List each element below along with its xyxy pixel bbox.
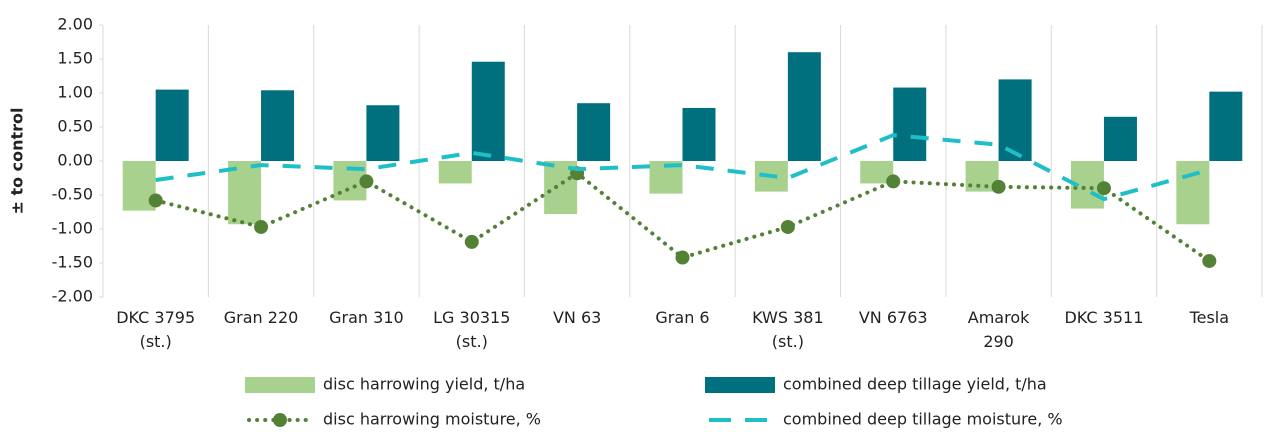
marker	[464, 234, 479, 249]
bar	[682, 107, 716, 161]
marker	[991, 179, 1006, 194]
x-tick-label: Amarok 290	[968, 308, 1030, 351]
bar	[998, 79, 1032, 161]
y-tick-label: 0.00	[57, 151, 93, 170]
bar	[471, 61, 505, 161]
bar	[577, 103, 611, 161]
bar	[438, 161, 472, 184]
bar	[366, 105, 400, 161]
x-tick-label: Gran 6	[655, 308, 709, 327]
legend-label: disc harrowing moisture, %	[323, 410, 541, 429]
legend-label: combined deep tillage yield, t/ha	[783, 375, 1047, 394]
y-tick-label: 1.00	[57, 83, 93, 102]
x-tick-label: VN 6763	[859, 308, 928, 327]
bar	[261, 90, 295, 161]
bar	[1103, 116, 1137, 161]
bar	[155, 89, 189, 161]
x-tick-label: Gran 220	[224, 308, 299, 327]
x-tick-label: Gran 310	[329, 308, 404, 327]
y-tick-label: -1.00	[52, 219, 93, 238]
legend-swatch	[705, 377, 775, 393]
marker	[1096, 181, 1111, 196]
line	[155, 133, 1210, 202]
bar	[860, 161, 894, 184]
marker	[780, 219, 795, 234]
legend-label: combined deep tillage moisture, %	[783, 410, 1063, 429]
y-tick-label: -0.50	[52, 185, 93, 204]
bar	[893, 87, 927, 161]
x-tick-label: VN 63	[553, 308, 601, 327]
x-tick-label: Tesla	[1189, 308, 1229, 327]
marker	[148, 193, 163, 208]
y-tick-label: 2.00	[57, 15, 93, 34]
marker	[886, 174, 901, 189]
x-tick-label: DKC 3795 (st.)	[116, 308, 195, 351]
legend-swatch	[245, 377, 315, 393]
y-axis-label: ± to control	[8, 107, 27, 214]
y-tick-label: 0.50	[57, 117, 93, 136]
legend-label: disc harrowing yield, t/ha	[323, 375, 525, 394]
bar	[228, 161, 262, 225]
y-tick-label: -1.50	[52, 253, 93, 272]
y-tick-label: -2.00	[52, 287, 93, 306]
marker	[675, 250, 690, 265]
marker	[359, 174, 374, 189]
bar	[787, 52, 821, 162]
legend-swatch	[273, 413, 287, 427]
x-tick-label: LG 30315 (st.)	[433, 308, 510, 351]
bar	[1176, 161, 1210, 225]
x-tick-label: KWS 381 (st.)	[752, 308, 824, 351]
bar	[1209, 91, 1243, 161]
marker	[1202, 253, 1217, 268]
y-tick-label: 1.50	[57, 49, 93, 68]
x-tick-label: DKC 3511	[1064, 308, 1143, 327]
marker	[254, 219, 269, 234]
